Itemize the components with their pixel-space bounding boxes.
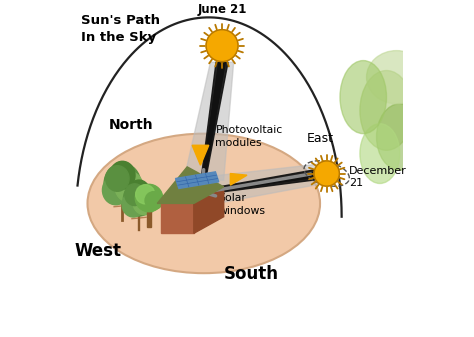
Ellipse shape xyxy=(106,166,129,191)
Ellipse shape xyxy=(102,176,129,205)
Circle shape xyxy=(136,185,155,204)
Ellipse shape xyxy=(366,51,426,104)
Polygon shape xyxy=(184,62,234,180)
Ellipse shape xyxy=(110,161,135,189)
Polygon shape xyxy=(201,62,228,177)
Polygon shape xyxy=(202,62,225,177)
Polygon shape xyxy=(194,187,224,233)
Text: West: West xyxy=(74,242,121,259)
Ellipse shape xyxy=(122,192,145,217)
Text: December
21: December 21 xyxy=(349,166,407,188)
Ellipse shape xyxy=(128,180,150,204)
Polygon shape xyxy=(157,167,224,204)
Text: East: East xyxy=(307,132,334,145)
Polygon shape xyxy=(192,145,209,165)
Ellipse shape xyxy=(104,163,141,204)
Ellipse shape xyxy=(133,189,156,215)
Text: Sun's Path
In the Sky: Sun's Path In the Sky xyxy=(81,14,160,44)
Polygon shape xyxy=(191,163,323,208)
Ellipse shape xyxy=(125,184,145,206)
Circle shape xyxy=(135,184,163,212)
Polygon shape xyxy=(194,168,323,195)
Text: South: South xyxy=(224,265,279,283)
Polygon shape xyxy=(161,204,194,233)
Text: June 21: June 21 xyxy=(197,3,247,17)
Ellipse shape xyxy=(340,61,386,134)
Circle shape xyxy=(145,192,163,209)
Ellipse shape xyxy=(115,172,143,202)
Polygon shape xyxy=(194,171,323,194)
Circle shape xyxy=(206,30,238,62)
Polygon shape xyxy=(230,174,247,185)
Ellipse shape xyxy=(123,182,155,216)
Ellipse shape xyxy=(360,70,413,150)
Circle shape xyxy=(314,161,339,186)
Text: Solar
windows: Solar windows xyxy=(219,193,266,216)
Text: Photovoltaic
modules: Photovoltaic modules xyxy=(215,125,283,148)
Polygon shape xyxy=(147,212,151,227)
Text: North: North xyxy=(109,118,154,132)
Ellipse shape xyxy=(376,104,423,170)
Ellipse shape xyxy=(360,124,400,183)
Ellipse shape xyxy=(88,134,320,273)
Polygon shape xyxy=(175,172,219,188)
